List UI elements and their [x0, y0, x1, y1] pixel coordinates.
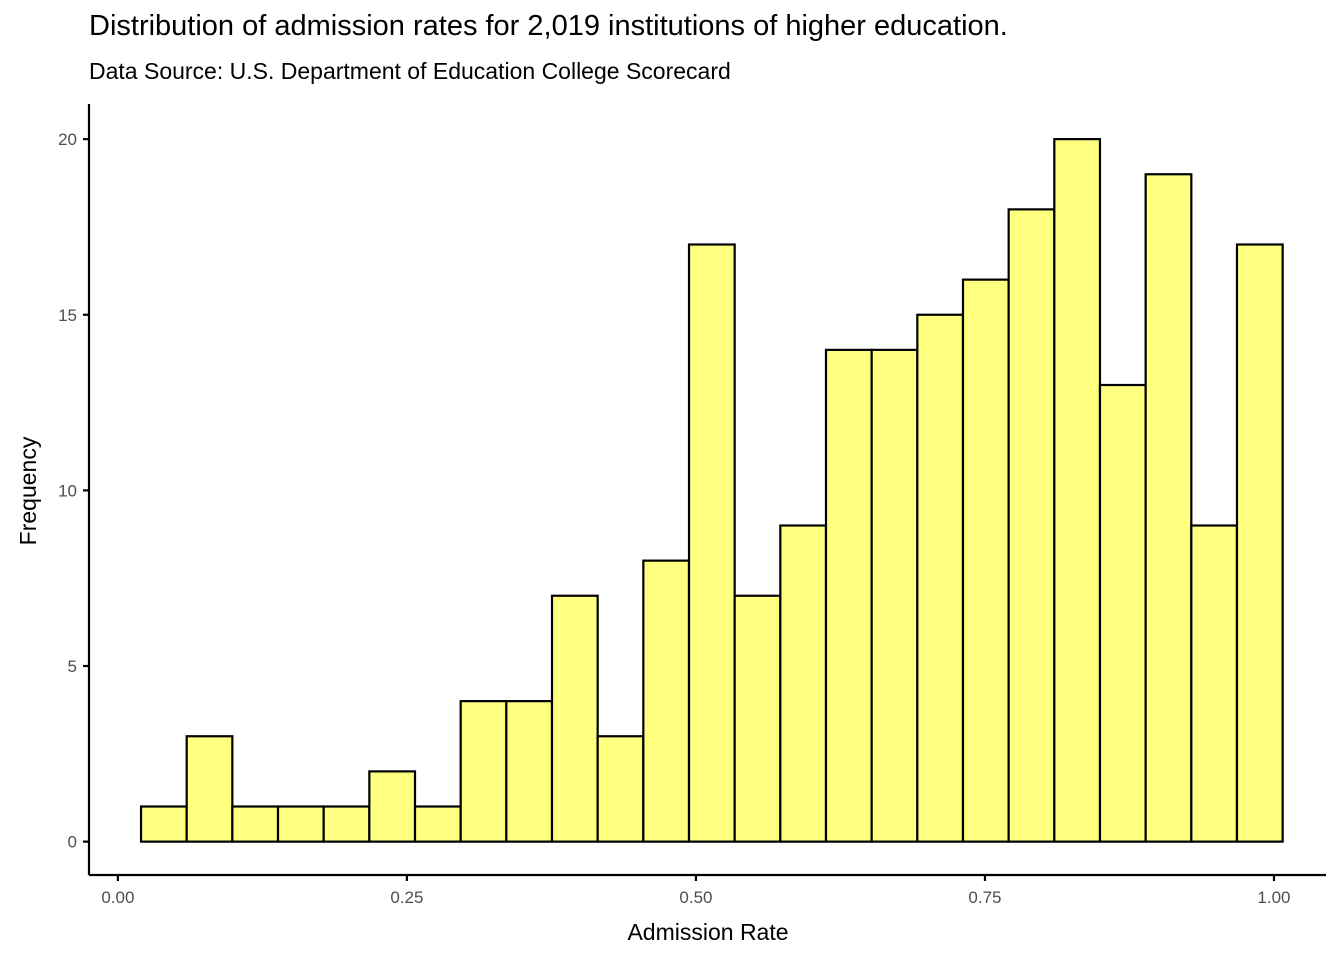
chart-subtitle: Data Source: U.S. Department of Educatio… — [89, 58, 731, 84]
histogram-bar-8 — [459, 700, 508, 843]
histogram-bar-5 — [322, 805, 371, 843]
histogram-bar-25 — [1235, 243, 1284, 843]
histogram-bar-23 — [1144, 173, 1193, 843]
y-tick-label: 0 — [68, 833, 77, 852]
x-tick-label: 0.25 — [390, 888, 423, 907]
histogram-bar-17 — [870, 348, 919, 843]
y-tick-label: 5 — [68, 657, 77, 676]
histogram-bar-22 — [1098, 383, 1147, 843]
y-tick-label: 15 — [58, 306, 77, 325]
histogram-bar-19 — [961, 278, 1010, 843]
y-tick-label: 20 — [58, 130, 77, 149]
x-tick-label: 0.50 — [679, 888, 712, 907]
x-ticks-layer: 0.00 0.25 0.50 0.75 1.00 — [101, 875, 1291, 907]
histogram-bar-7 — [413, 805, 462, 843]
histogram-bar-12 — [642, 559, 691, 843]
histogram-bar-6 — [368, 770, 417, 843]
y-tick-label: 10 — [58, 481, 77, 500]
histogram-bar-9 — [505, 700, 554, 843]
x-tick-label: 0.75 — [968, 888, 1001, 907]
histogram-bar-15 — [779, 524, 828, 843]
histogram-bar-2 — [185, 735, 234, 843]
histogram-bar-11 — [596, 735, 645, 843]
histogram-bar-3 — [231, 805, 280, 843]
histogram-bar-16 — [824, 348, 873, 843]
histogram-bar-20 — [1007, 208, 1056, 843]
x-tick-label: 1.00 — [1257, 888, 1290, 907]
bars-layer — [139, 138, 1284, 843]
chart-title: Distribution of admission rates for 2,01… — [89, 10, 1008, 42]
histogram-bar-1 — [139, 805, 188, 843]
y-ticks-layer: 0 5 10 15 20 — [58, 130, 89, 852]
y-axis-title: Frequency — [15, 436, 41, 545]
histogram-bar-4 — [276, 805, 325, 843]
x-tick-label: 0.00 — [101, 888, 134, 907]
histogram-bar-13 — [687, 243, 736, 843]
histogram-bar-24 — [1190, 524, 1239, 843]
histogram-bar-18 — [916, 313, 965, 843]
histogram-bar-21 — [1053, 138, 1102, 843]
histogram-bar-10 — [550, 594, 599, 843]
histogram-bar-14 — [733, 594, 782, 843]
x-axis-title: Admission Rate — [627, 919, 788, 945]
